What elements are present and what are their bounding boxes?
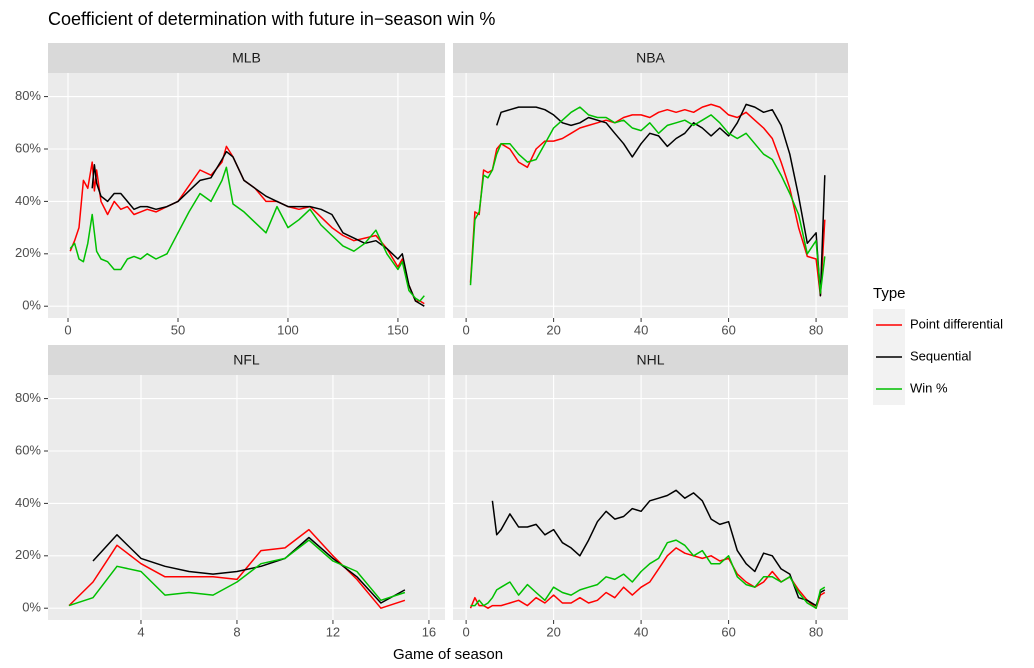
series-line xyxy=(68,539,406,607)
x-tick-label: 8 xyxy=(233,624,240,639)
y-tick-label: 60% xyxy=(15,442,41,457)
x-tick-label: 100 xyxy=(277,322,299,337)
legend-label: Sequential xyxy=(910,348,972,363)
chart-title: Coefficient of determination with future… xyxy=(48,9,495,29)
x-tick-label: 80 xyxy=(809,624,823,639)
series-line xyxy=(495,103,826,297)
legend-title: Type xyxy=(873,285,906,302)
x-tick-label: 80 xyxy=(809,322,823,337)
x-tick-label: 60 xyxy=(721,322,735,337)
series-line xyxy=(469,103,826,297)
x-tick-label: 20 xyxy=(546,322,560,337)
legend-label: Point differential xyxy=(910,316,1003,331)
series-line xyxy=(69,145,425,305)
strip-label: MLB xyxy=(232,50,261,66)
x-tick-label: 0 xyxy=(463,624,470,639)
strip-label: NBA xyxy=(636,50,665,66)
y-tick-label: 20% xyxy=(15,245,41,260)
strip xyxy=(48,43,445,73)
panel xyxy=(453,73,848,318)
strip xyxy=(453,43,848,73)
y-tick-label: 40% xyxy=(15,495,41,510)
x-tick-label: 4 xyxy=(137,624,144,639)
x-tick-label: 40 xyxy=(634,322,648,337)
y-tick-label: 80% xyxy=(15,88,41,103)
x-tick-label: 16 xyxy=(422,624,436,639)
panel xyxy=(48,375,445,620)
y-tick-label: 80% xyxy=(15,390,41,405)
series-line xyxy=(92,534,406,604)
x-tick-label: 150 xyxy=(387,322,409,337)
x-tick-label: 12 xyxy=(326,624,340,639)
strip xyxy=(48,345,445,375)
series-line xyxy=(91,150,425,307)
panel xyxy=(453,375,848,620)
x-tick-label: 40 xyxy=(634,624,648,639)
x-axis-label: Game of season xyxy=(393,646,503,663)
x-tick-label: 20 xyxy=(546,624,560,639)
strip-label: NHL xyxy=(636,352,664,368)
x-tick-label: 0 xyxy=(463,322,470,337)
x-tick-label: 60 xyxy=(721,624,735,639)
x-tick-label: 0 xyxy=(64,322,71,337)
legend-label: Win % xyxy=(910,380,948,395)
series-line xyxy=(491,489,826,607)
y-tick-label: 20% xyxy=(15,547,41,562)
y-tick-label: 0% xyxy=(22,600,41,615)
strip-label: NFL xyxy=(233,352,260,368)
y-tick-label: 0% xyxy=(22,298,41,313)
series-line xyxy=(69,166,425,302)
strip xyxy=(453,345,848,375)
y-tick-label: 60% xyxy=(15,140,41,155)
series-line xyxy=(470,539,826,609)
x-tick-label: 50 xyxy=(171,322,185,337)
y-tick-label: 40% xyxy=(15,193,41,208)
series-line xyxy=(469,106,826,294)
panel xyxy=(48,73,445,318)
